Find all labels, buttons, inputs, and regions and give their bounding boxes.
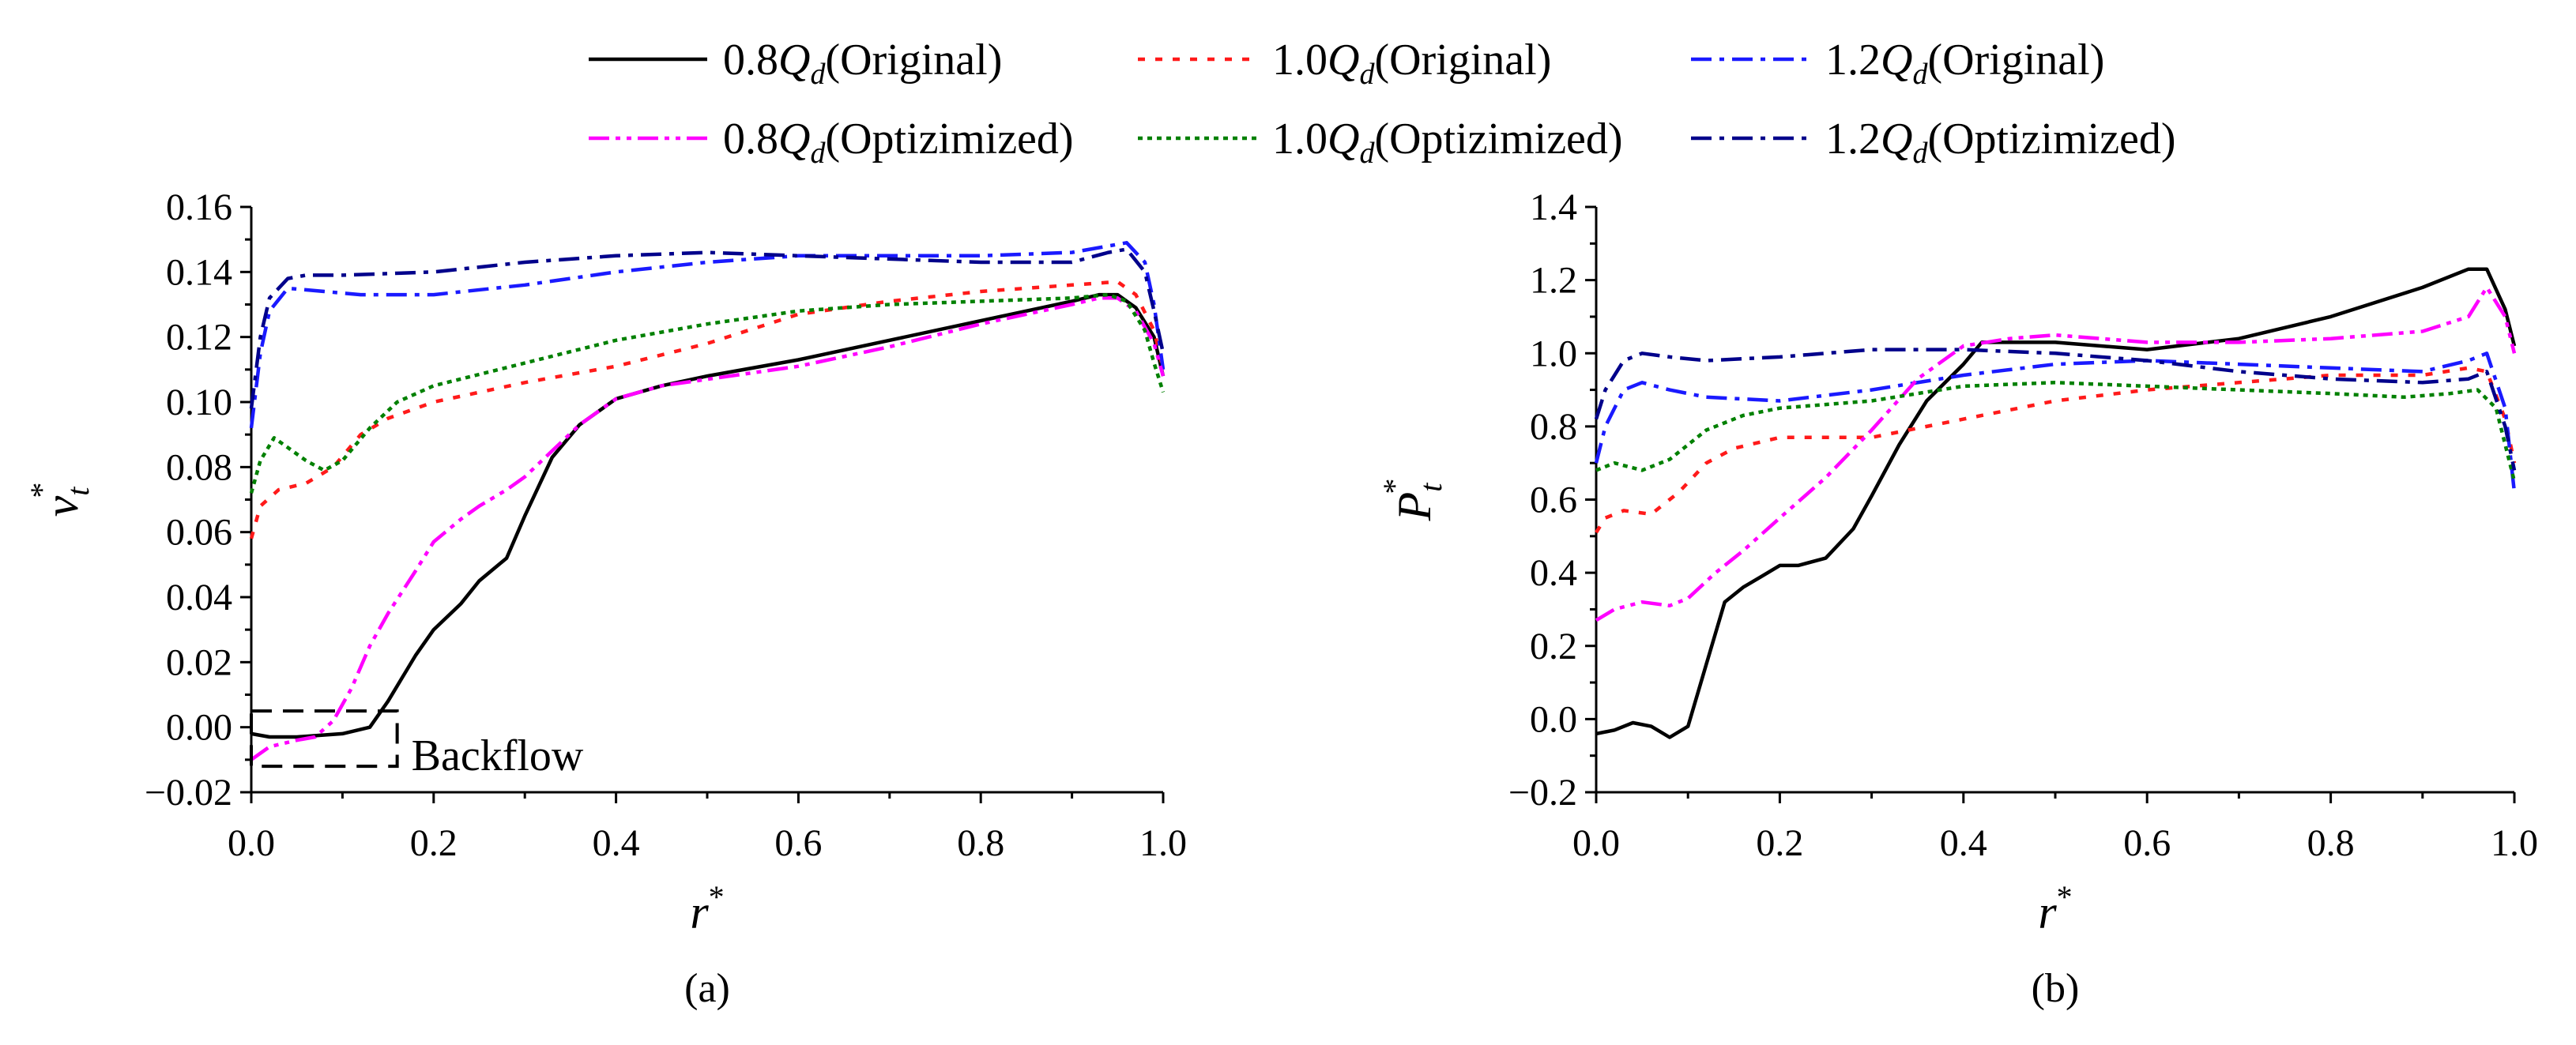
y-tick-label: −0.2 [1508,772,1577,814]
backflow-label: Backflow [412,731,584,780]
y-tick-label: 0.4 [1530,552,1577,594]
y-tick-label: 0.8 [1530,406,1577,448]
x-tick-label: 0.0 [1572,822,1620,864]
legend-entry: 1.0Qd(Optizimized) [1138,115,1623,170]
x-tick-label: 0.2 [1756,822,1803,864]
x-tick-label: 1.0 [1139,822,1187,864]
series-line-s08p [1595,285,2517,622]
chart-panel-a: 0.0 0.2 0.4 0.6 0.8 1.0 −0.02 0.00 0.02 0.04 0.06 0… [24,186,1187,1011]
legend-label: 0.8Qd(Optizimized) [723,115,1074,170]
y-tick-label: 0.12 [166,317,232,359]
y-tick-label: 0.02 [166,641,232,683]
x-tick-label: 0.6 [2123,822,2171,864]
series-line-s12p [1594,348,2517,471]
y-tick-label: 0.04 [166,577,232,618]
y-tick-label: 0.10 [166,382,232,423]
x-tick-label: 0.4 [593,822,640,864]
x-tick-label: 0.8 [2307,822,2355,864]
y-tick-label: 1.4 [1530,186,1577,228]
legend-label: 1.2Qd(Original) [1825,36,2104,91]
series-line-s08o [1595,267,2517,739]
y-tick-label: 0.14 [166,251,232,293]
legend-entry: 1.2Qd(Original) [1691,36,2104,91]
x-tick-label: 1.0 [2491,822,2538,864]
legend-label: 1.2Qd(Optizimized) [1825,115,2176,170]
legend-entry: 0.8Qd(Original) [589,36,1002,91]
series-line-s12p [249,247,1166,409]
y-axis-title: Pt* [1377,479,1448,522]
x-axis-title: r* [2038,879,2072,938]
legend-entry: 1.2Qd(Optizimized) [1691,115,2176,170]
y-tick-label: 1.0 [1530,333,1577,374]
y-tick-label: 0.16 [166,186,232,228]
x-tick-label: 0.0 [228,822,275,864]
x-tick-label: 0.4 [1940,822,1987,864]
series-line-s12o [249,241,1166,429]
legend-label: 1.0Qd(Optizimized) [1272,115,1623,170]
series-line-s10p [249,292,1166,494]
legend-entry: 0.8Qd(Optizimized) [589,115,1074,170]
legend-label: 0.8Qd(Original) [723,36,1002,91]
backflow-box [250,709,399,769]
series-line-s12o [1594,351,2517,493]
series-line-s10o [1595,366,2517,534]
series-line-s08p [250,296,1166,761]
legend-label: 1.0Qd(Original) [1272,36,1551,91]
x-tick-label: 0.8 [957,822,1004,864]
y-tick-label: 1.2 [1530,260,1577,302]
y-axis-title: vt* [24,483,96,517]
panel-caption: (b) [2032,966,2080,1011]
y-tick-label: 0.00 [166,707,232,749]
y-tick-label: −0.02 [145,772,232,814]
legend-entry: 1.0Qd(Original) [1138,36,1551,91]
y-tick-label: 0.2 [1530,626,1577,667]
chart-panel-b: 0.0 0.2 0.4 0.6 0.8 1.0 −0.2 0.0 0.2 0.4 0.6 0.8 1.0… [1377,186,2538,1011]
series-line-s08o [250,292,1166,739]
y-tick-label: 0.0 [1530,698,1577,740]
panel-caption: (a) [684,966,730,1011]
x-tick-label: 0.6 [774,822,822,864]
legend: 0.8Qd(Original) 1.0Qd(Original) 1.2Qd(Orig… [589,36,2176,170]
y-tick-label: 0.08 [166,446,232,488]
y-tick-label: 0.06 [166,512,232,554]
series-line-s10p [1595,381,2517,482]
y-tick-label: 0.6 [1530,479,1577,521]
x-axis-title: r* [690,879,724,938]
x-tick-label: 0.2 [410,822,458,864]
